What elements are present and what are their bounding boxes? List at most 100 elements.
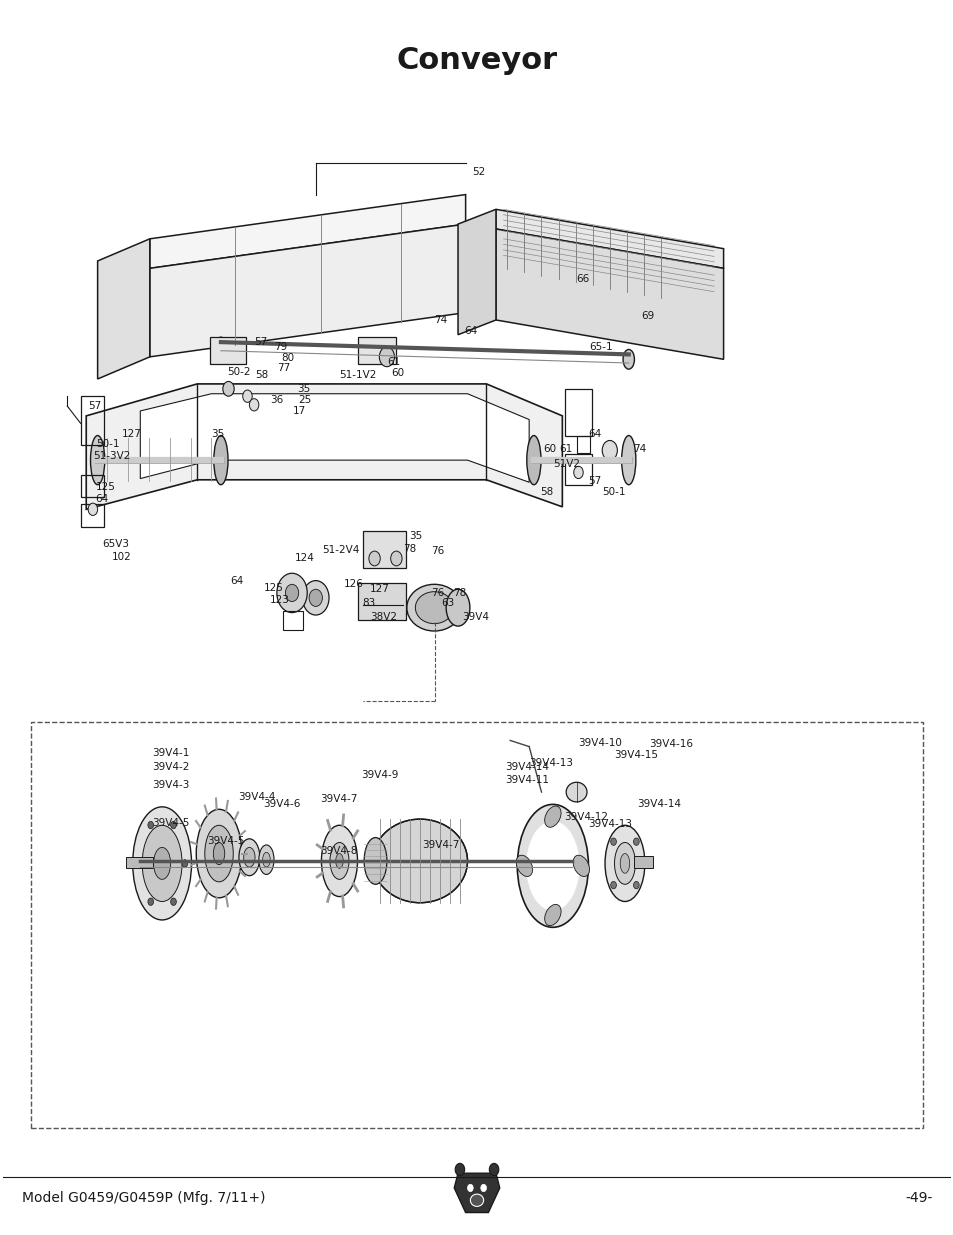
Circle shape [88, 503, 97, 515]
Text: 39V4-1: 39V4-1 [152, 747, 190, 758]
Ellipse shape [153, 847, 171, 879]
Text: 50-2: 50-2 [228, 367, 251, 377]
Text: 51-1V2: 51-1V2 [339, 370, 376, 380]
Ellipse shape [213, 436, 228, 484]
Bar [80, 504, 104, 526]
Text: 57: 57 [587, 475, 600, 487]
Text: 60: 60 [392, 368, 404, 378]
Text: 39V4-6: 39V4-6 [263, 799, 300, 809]
Text: 80: 80 [281, 353, 294, 363]
Circle shape [285, 584, 298, 601]
Text: 39V4-7: 39V4-7 [320, 794, 357, 804]
Text: 76: 76 [431, 588, 444, 598]
Text: 127: 127 [121, 430, 141, 440]
Ellipse shape [215, 337, 227, 357]
Bar [358, 583, 405, 620]
Circle shape [242, 390, 252, 403]
Text: 35: 35 [212, 430, 225, 440]
Ellipse shape [622, 350, 634, 369]
Ellipse shape [142, 825, 182, 902]
Polygon shape [150, 195, 465, 268]
Text: 74: 74 [633, 445, 646, 454]
Text: 39V4-11: 39V4-11 [505, 774, 549, 784]
Ellipse shape [262, 852, 270, 867]
Ellipse shape [243, 847, 254, 867]
Text: 64: 64 [95, 494, 109, 504]
Ellipse shape [619, 853, 629, 873]
Text: 127: 127 [370, 584, 389, 594]
Bar [634, 856, 653, 868]
Ellipse shape [573, 855, 589, 877]
Ellipse shape [205, 825, 233, 882]
Circle shape [467, 1184, 473, 1192]
Bar [576, 436, 589, 453]
Circle shape [601, 441, 617, 461]
Text: 74: 74 [434, 315, 447, 325]
Text: 51V2: 51V2 [553, 459, 579, 469]
Ellipse shape [415, 592, 453, 624]
Text: 39V4: 39V4 [461, 613, 488, 622]
Circle shape [633, 882, 639, 889]
Text: 83: 83 [362, 598, 375, 608]
Text: 39V4-5: 39V4-5 [207, 836, 244, 846]
Text: 50-1: 50-1 [601, 487, 625, 498]
Bar [564, 389, 591, 436]
Text: 39V4-16: 39V4-16 [649, 739, 693, 750]
Text: 64: 64 [231, 576, 243, 585]
Text: 39V4-12: 39V4-12 [563, 811, 608, 821]
Text: 58: 58 [254, 370, 268, 380]
Bar [31, 722, 922, 1128]
Text: 78: 78 [402, 543, 416, 553]
Text: 58: 58 [540, 487, 553, 498]
Circle shape [302, 580, 329, 615]
Circle shape [633, 839, 639, 845]
Text: 57: 57 [253, 337, 267, 347]
Ellipse shape [196, 809, 241, 898]
Ellipse shape [470, 1194, 483, 1207]
Ellipse shape [258, 845, 274, 874]
Circle shape [369, 551, 380, 566]
Ellipse shape [614, 842, 635, 884]
Bar [80, 475, 104, 496]
Circle shape [480, 1184, 486, 1192]
Text: 66: 66 [576, 274, 589, 284]
Ellipse shape [238, 839, 259, 876]
Polygon shape [140, 394, 529, 482]
Polygon shape [150, 224, 465, 357]
Text: 39V4-14: 39V4-14 [505, 762, 549, 772]
Text: 39V4-14: 39V4-14 [637, 799, 680, 809]
Text: 61: 61 [558, 445, 572, 454]
Circle shape [148, 898, 153, 905]
Text: 77: 77 [276, 363, 290, 373]
Polygon shape [496, 228, 722, 359]
Text: Model G0459/G0459P (Mfg. 7/11+): Model G0459/G0459P (Mfg. 7/11+) [22, 1192, 265, 1205]
Circle shape [223, 382, 233, 396]
Ellipse shape [621, 436, 636, 484]
Ellipse shape [330, 842, 349, 879]
Text: 79: 79 [274, 342, 287, 352]
Text: 124: 124 [294, 553, 314, 563]
Text: 35: 35 [408, 531, 421, 541]
Text: 126: 126 [344, 579, 364, 589]
Ellipse shape [544, 806, 560, 827]
Text: 52: 52 [472, 168, 485, 178]
Text: 50-1: 50-1 [95, 440, 119, 450]
Circle shape [171, 898, 176, 905]
Text: 39V4-13: 39V4-13 [529, 757, 573, 768]
Text: 39V4-3: 39V4-3 [152, 779, 190, 789]
Circle shape [455, 1163, 464, 1176]
Text: 60: 60 [543, 445, 556, 454]
Ellipse shape [516, 855, 532, 877]
Ellipse shape [604, 825, 644, 902]
Ellipse shape [91, 436, 105, 484]
Text: 38V2: 38V2 [370, 613, 396, 622]
Circle shape [309, 589, 322, 606]
Bar [363, 531, 405, 568]
Circle shape [276, 573, 307, 613]
Text: 39V4-9: 39V4-9 [361, 769, 398, 779]
Circle shape [249, 399, 258, 411]
Text: 39V4-8: 39V4-8 [320, 846, 357, 856]
Text: 39V4-4: 39V4-4 [237, 792, 275, 802]
Circle shape [610, 839, 616, 845]
Text: 65-1: 65-1 [588, 342, 612, 352]
